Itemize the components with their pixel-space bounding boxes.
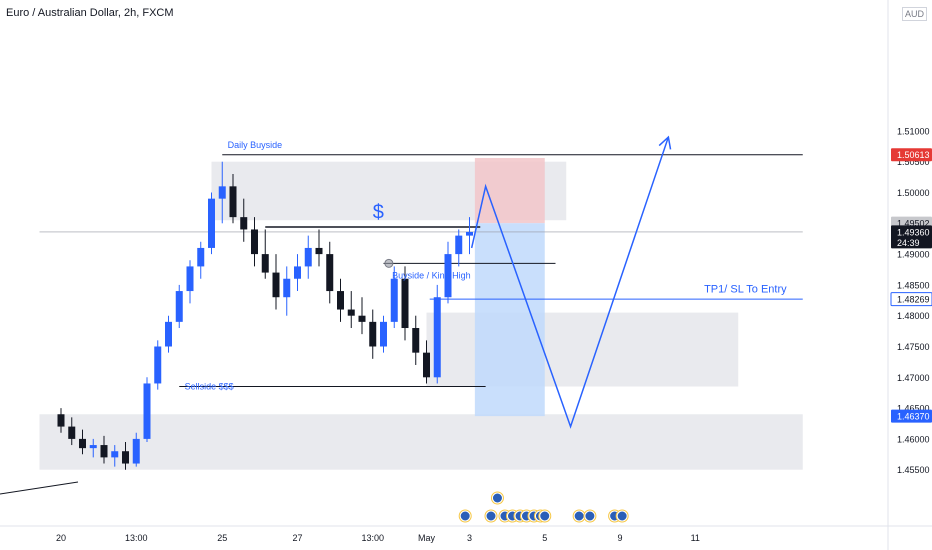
x-tick-label: 11 (691, 533, 700, 543)
candle-body (89, 445, 97, 449)
y-tick-label: 1.46000 (897, 434, 930, 444)
x-tick-label: 5 (542, 533, 547, 543)
currency-badge[interactable]: AUD (902, 7, 928, 21)
event-icon (573, 510, 585, 522)
candle-body (240, 217, 248, 230)
x-tick-label: 13:00 (361, 533, 384, 543)
candle-body (347, 309, 355, 316)
price-badge (891, 148, 932, 162)
take-profit-box (474, 223, 545, 417)
y-tick-label: 1.47500 (897, 342, 930, 352)
y-tick-label: 1.50000 (897, 188, 930, 198)
price-badge (891, 225, 932, 249)
x-tick-label: 9 (617, 533, 622, 543)
candle-body (197, 247, 205, 267)
candle-body (229, 186, 237, 218)
chart-title: Euro / Australian Dollar, 2h, FXCM (6, 7, 174, 19)
candle-body (122, 451, 129, 464)
candle-body (423, 352, 430, 378)
candle-body (358, 315, 366, 322)
candle-body (143, 383, 151, 439)
candle-body (337, 291, 344, 310)
annotation-label: Buyside / King High (392, 271, 471, 281)
price-badge-label: 1.50613 (897, 150, 930, 160)
candle-body (412, 328, 420, 353)
event-icon (485, 510, 497, 522)
upper-right-zone (426, 312, 739, 387)
y-tick-label: 1.49000 (897, 250, 930, 260)
candle-body (326, 254, 334, 292)
price-badge-countdown: 24:39 (897, 238, 920, 248)
annotation-label: $ (373, 201, 384, 223)
candle-body (294, 266, 301, 279)
candle-body (186, 266, 194, 292)
x-tick-label: 3 (467, 533, 472, 543)
price-badge-label: 1.46370 (897, 412, 930, 422)
candle-body (433, 297, 441, 378)
y-tick-label: 1.46500 (897, 404, 930, 414)
candle-body (444, 254, 452, 298)
event-icon (539, 510, 551, 522)
candle-body (315, 247, 323, 255)
candle-body (175, 291, 183, 322)
event-icon (584, 510, 596, 522)
x-tick-label: 13:00 (125, 533, 148, 543)
candle-body (154, 346, 162, 384)
candle-body (100, 445, 108, 458)
y-tick-label: 1.45500 (897, 465, 930, 475)
price-badge (891, 409, 932, 423)
candle-body (390, 278, 398, 322)
projected-path (470, 136, 670, 429)
candle-body (401, 278, 409, 329)
event-icon (459, 510, 471, 522)
annotation-label: TP1/ SL To Entry (704, 283, 787, 295)
price-badge (890, 292, 932, 307)
price-badge-label: 1.48269 (897, 295, 930, 305)
candle-body (304, 247, 312, 267)
y-tick-label: 1.51000 (897, 126, 930, 136)
price-badge-label: 1.49360 (897, 227, 930, 237)
candle-body (380, 321, 387, 347)
annotation-label: Sellside $$$ (185, 382, 234, 392)
y-tick-label: 1.48500 (897, 280, 930, 290)
candle-body (132, 438, 140, 464)
candle-body (466, 231, 473, 236)
candle-body (57, 414, 65, 427)
lower-demand-zone (39, 414, 803, 470)
candle-body (251, 229, 258, 255)
candle-body (79, 438, 86, 449)
candle-body (208, 198, 215, 248)
candle-body (111, 451, 119, 458)
event-icon (491, 492, 503, 504)
candle-body (165, 321, 172, 347)
price-badge-label: 1.49502 (897, 219, 930, 229)
y-tick-label: 1.50500 (897, 157, 930, 167)
x-tick-label: 25 (217, 533, 227, 543)
y-tick-label: 1.47000 (897, 373, 930, 383)
trend-line (0, 481, 79, 495)
king-high-marker (384, 258, 394, 268)
candle-body (218, 186, 226, 199)
candle-body (261, 254, 269, 273)
candle-body (369, 321, 377, 347)
candle-body (68, 426, 76, 439)
event-icon (616, 510, 628, 522)
x-tick-label: 27 (292, 533, 302, 543)
plot-area (0, 135, 803, 495)
annotation-label: Daily Buyside (228, 140, 283, 150)
y-tick-label: 1.48000 (897, 311, 930, 321)
candle-body (272, 272, 280, 298)
candle-body (283, 278, 291, 298)
x-tick-label: 20 (56, 533, 66, 543)
path-arrowhead (658, 135, 672, 150)
candle-body (455, 235, 463, 255)
x-tick-label: May (418, 533, 436, 543)
